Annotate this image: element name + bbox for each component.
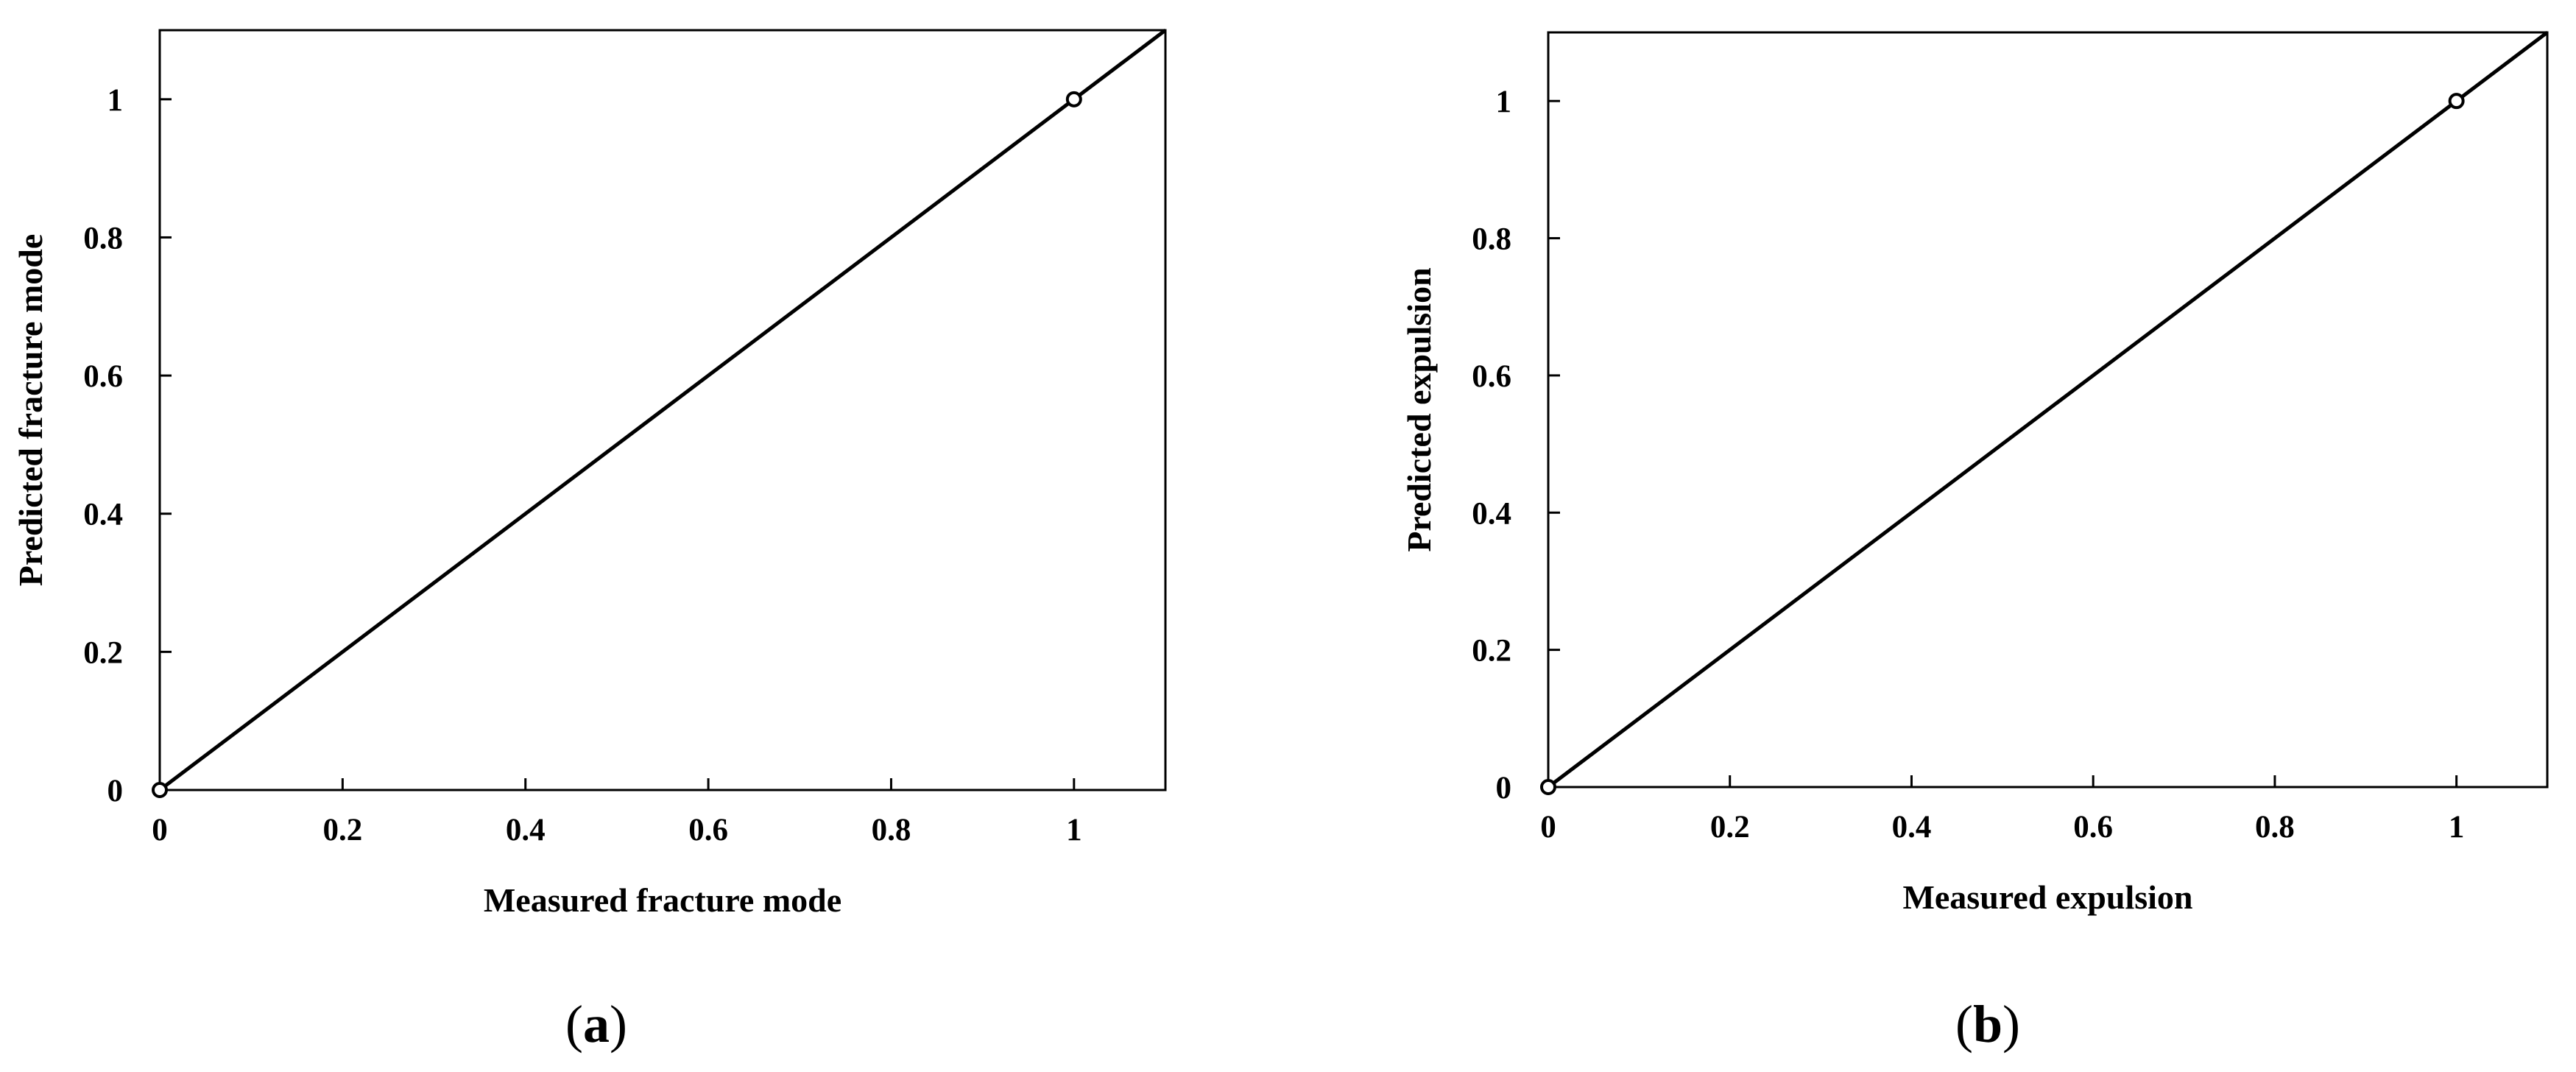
chart-a-x-axis-title: Measured fracture mode: [484, 881, 841, 919]
chart-b-reference-line: [1547, 31, 2549, 789]
chart-a-data-point: [1065, 91, 1082, 107]
chart-a-x-tick-label: 0.4: [506, 813, 546, 847]
chart-a-panel-label: (a): [565, 995, 627, 1054]
chart-a-y-tick-label: 0: [107, 774, 124, 808]
chart-a-y-tick-label: 1: [107, 83, 124, 118]
chart-b-data-point: [1540, 779, 1556, 795]
chart-a-x-tick-label: 1: [1066, 813, 1082, 847]
chart-a-x-tick-label: 0: [152, 813, 168, 847]
chart-a-y-tick-label: 0.4: [83, 498, 123, 532]
chart-b-y-axis-title: Predicted expulsion: [1400, 267, 1438, 551]
chart-b-x-tick-label: 0.6: [2073, 810, 2113, 844]
chart-a-y-tick-label: 0.6: [83, 359, 123, 394]
chart-b-x-tick-label: 1: [2449, 810, 2465, 844]
chart-b-x-axis-title: Measured expulsion: [1902, 878, 2192, 916]
chart-a-reference-line: [158, 29, 1167, 791]
chart-panel-b: 0 0.2 0.4 0.6 0.8 1 0 0.2 0.4 0.6 0.8 1 Measured exp…: [1400, 31, 2549, 1054]
chart-a-y-tick-label: 0.2: [83, 635, 123, 670]
chart-b-y-tick-label: 1: [1496, 85, 1512, 119]
chart-b-x-tick-label: 0.4: [1892, 810, 1932, 844]
chart-b-x-tick-label: 0.8: [2255, 810, 2295, 844]
chart-b-plot-frame: [1547, 31, 2549, 789]
chart-b-x-tick-label: 0: [1540, 810, 1556, 844]
chart-b-y-tick-label: 0.2: [1472, 634, 1511, 669]
chart-b-data-point: [2448, 93, 2465, 110]
chart-a-y-tick-label: 0.8: [83, 221, 123, 255]
chart-a-x-tick-label: 0.2: [322, 813, 362, 847]
chart-b-panel-label: (b): [1955, 995, 2020, 1054]
chart-b-y-tick-label: 0.6: [1472, 359, 1511, 394]
chart-a-x-tick-label: 0.8: [872, 813, 911, 847]
chart-a-data-point: [152, 782, 168, 798]
chart-a-plot-frame: [158, 29, 1167, 791]
chart-panel-a: 0 0.2 0.4 0.6 0.8 1 0 0.2 0.4 0.6 0.8 1 Measured fra…: [12, 29, 1167, 1054]
chart-b-y-tick-label: 0: [1496, 771, 1512, 805]
chart-b-y-tick-label: 0.4: [1472, 496, 1511, 531]
chart-b-x-tick-label: 0.2: [1710, 810, 1750, 844]
chart-b-y-tick-label: 0.8: [1472, 222, 1511, 257]
chart-a-y-axis-title: Predicted fracture mode: [12, 234, 49, 587]
chart-a-x-tick-label: 0.6: [688, 813, 728, 847]
